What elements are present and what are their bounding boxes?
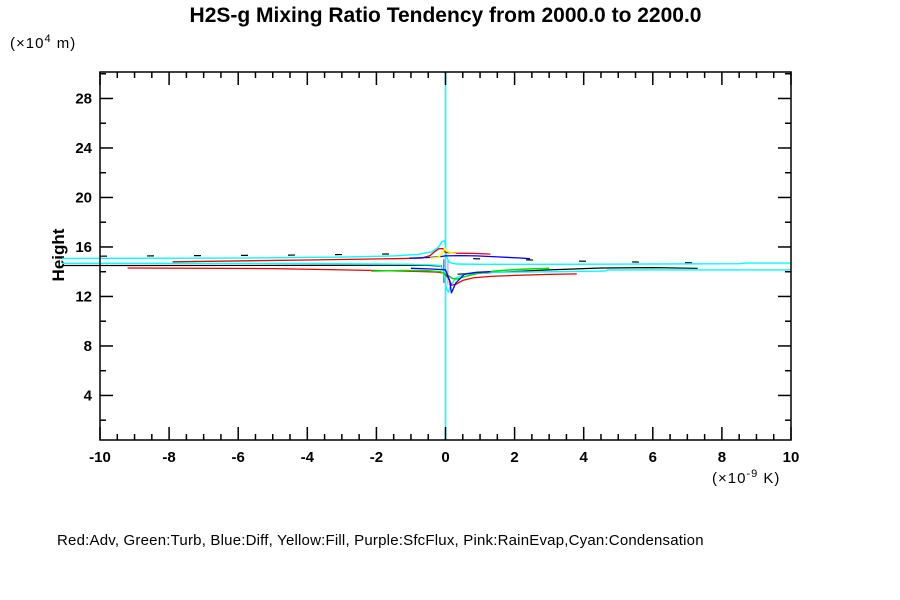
series-Condensation-upper xyxy=(61,240,791,265)
x-tick-label: 4 xyxy=(580,449,589,466)
y-tick-label: 16 xyxy=(75,239,92,256)
y-tick-label: 4 xyxy=(84,387,93,404)
x-tick-label: 6 xyxy=(649,449,657,466)
y-tick-label: 24 xyxy=(75,140,92,157)
series-contour-black-mid xyxy=(61,264,443,267)
x-tick-label: -10 xyxy=(89,449,111,466)
chart-title: H2S-g Mixing Ratio Tendency from 2000.0 … xyxy=(189,4,702,27)
x-tick-label: -6 xyxy=(232,449,245,466)
x-tick-label: 0 xyxy=(441,449,449,466)
x-tick-label: 2 xyxy=(510,449,518,466)
x-tick-label: 8 xyxy=(718,449,726,466)
series-legend-text: Red:Adv, Green:Turb, Blue:Diff, Yellow:F… xyxy=(57,532,704,549)
x-tick-label: -4 xyxy=(301,449,315,466)
x-tick-label: -2 xyxy=(370,449,383,466)
series-Fill xyxy=(429,248,457,259)
series-Adv-upper xyxy=(172,247,491,263)
y-tick-label: 12 xyxy=(75,288,92,305)
series-Turb xyxy=(371,267,550,280)
x-tick-label: -8 xyxy=(162,449,175,466)
y-tick-label: 28 xyxy=(75,90,92,107)
x-axis-unit-label: (×10-9 K) xyxy=(712,468,781,487)
x-tick-label: 10 xyxy=(783,449,800,466)
y-axis-unit-label: (×104 m) xyxy=(10,33,77,52)
y-tick-label: 8 xyxy=(84,338,92,355)
series-contour-black-dash-right xyxy=(473,258,709,264)
series-Diff-lower xyxy=(410,267,491,294)
y-tick-label: 20 xyxy=(75,189,92,206)
